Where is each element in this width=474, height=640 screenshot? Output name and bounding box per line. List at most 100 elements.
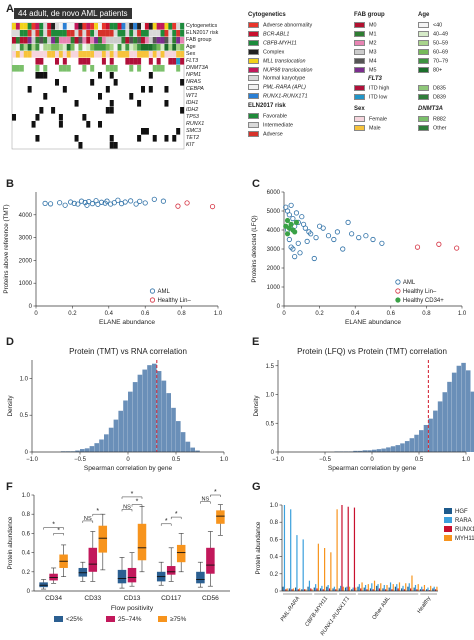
legend-swatch: [444, 535, 452, 541]
panel-c-scatter: 0 0.2 0.4 0.6 0.8 1.0 0 1000 2000 3000 4000 5000 600…: [251, 190, 467, 326]
legend-label: HGF: [455, 509, 468, 515]
heatmap-cell: [180, 37, 185, 44]
bar: [436, 586, 438, 591]
legend-swatch: [248, 113, 259, 119]
heatmap-cell: [129, 65, 134, 72]
y-tick-label: 1.5: [266, 364, 275, 370]
legend-swatch: [418, 30, 429, 37]
legend-label: 50–59: [433, 40, 448, 47]
y-axis-label: Density: [253, 395, 260, 417]
heatmap-cell: [82, 114, 87, 121]
heatmap-cell: [98, 30, 103, 37]
heatmap-cell: [152, 30, 157, 37]
bar: [341, 505, 343, 591]
heatmap-cell: [70, 51, 75, 58]
data-point: [414, 244, 421, 250]
legend-label: Female: [369, 116, 387, 123]
histogram-bar: [70, 451, 75, 452]
heatmap-cell: [160, 44, 165, 51]
heatmap-cell: [82, 58, 87, 65]
heatmap-cell: [23, 37, 28, 44]
box: [216, 510, 225, 524]
y-tick-label: 0.4: [270, 555, 279, 561]
heatmap-cell: [55, 51, 60, 58]
bar: [291, 589, 293, 591]
heatmap-cell: [39, 58, 44, 65]
y-tick-label: 1000: [19, 281, 33, 287]
bar: [317, 543, 319, 591]
legend-label: AML: [403, 280, 416, 286]
heatmap-cell: [137, 23, 142, 30]
heatmap-cell: [176, 23, 181, 30]
heatmap-cell: [51, 23, 56, 30]
histogram-bar: [128, 391, 133, 452]
bar: [301, 589, 303, 591]
legend-swatch: [248, 66, 259, 73]
legend-item: PML-RARA (APL): [248, 84, 306, 91]
histogram-bar: [404, 441, 410, 452]
data-point: [47, 201, 54, 207]
heatmap-cell: [109, 100, 114, 107]
histogram-bar: [461, 362, 466, 452]
heatmap-cell: [176, 128, 181, 135]
heatmap-cell: [172, 51, 177, 58]
bar: [316, 588, 318, 591]
x-tick-label: 0.8: [177, 311, 186, 317]
legend-item: Complex: [248, 48, 284, 55]
heatmap-cell: [27, 51, 32, 58]
bar: [419, 589, 421, 591]
bar: [385, 589, 387, 591]
heatmap-cell: [94, 23, 99, 30]
box: [78, 567, 88, 577]
heatmap-cell: [86, 37, 91, 44]
heatmap-cell: [78, 142, 83, 149]
bar: [348, 586, 351, 591]
data-point: [300, 221, 307, 227]
bar: [366, 589, 368, 591]
heatmap-cell: [168, 30, 173, 37]
legend-item: Intermediate: [248, 121, 293, 128]
heatmap-row-label: IDH2: [186, 106, 199, 113]
category-label: CD13: [124, 595, 141, 602]
heatmap-cell: [51, 44, 56, 51]
legend-swatch: [354, 22, 365, 28]
legend-item: MLL translocation: [248, 57, 305, 64]
heatmap-cell: [117, 23, 122, 30]
histogram-bar: [161, 380, 167, 452]
heatmap-cell: [121, 51, 126, 58]
heatmap-cell: [164, 23, 169, 30]
legend-label: Adverse: [263, 131, 283, 138]
heatmap-cell: [129, 30, 134, 37]
heatmap-legend: Cytogenetics Adverse abnormality BCR-ABL1 C…: [248, 6, 474, 156]
heatmap-cell: [55, 44, 60, 51]
histogram-bar: [75, 450, 80, 452]
heatmap-cell: [160, 23, 165, 30]
heatmap-cell: [117, 37, 122, 44]
heatmap-row-label: CEBPA: [186, 85, 204, 92]
y-tick-label: 0.6: [270, 537, 279, 543]
heatmap-row-label: WT1: [186, 92, 198, 99]
legend-label: MYH11: [455, 536, 474, 542]
heatmap-cell: [55, 23, 60, 30]
legend-label: 60–69: [433, 49, 448, 56]
heatmap-cell: [109, 30, 114, 37]
bar: [392, 584, 394, 591]
data-point: [122, 199, 128, 205]
heatmap-cell: [148, 23, 153, 30]
histogram-bar: [372, 449, 377, 452]
legend-swatch: [354, 57, 365, 64]
box: [127, 567, 137, 583]
data-point: [363, 233, 369, 239]
heatmap-cell: [113, 51, 118, 58]
heatmap-cell: [43, 93, 48, 100]
legend-label: 80+: [433, 66, 443, 73]
box: [39, 582, 48, 588]
data-point: [345, 219, 351, 226]
significance-label: *: [57, 527, 60, 534]
heatmap-cell: [43, 44, 48, 51]
heatmap-cell: [137, 100, 142, 107]
heatmap-cell: [98, 37, 103, 44]
heatmap-cell: [160, 37, 165, 44]
heatmap-cell: [176, 37, 181, 44]
data-point: [286, 236, 292, 243]
